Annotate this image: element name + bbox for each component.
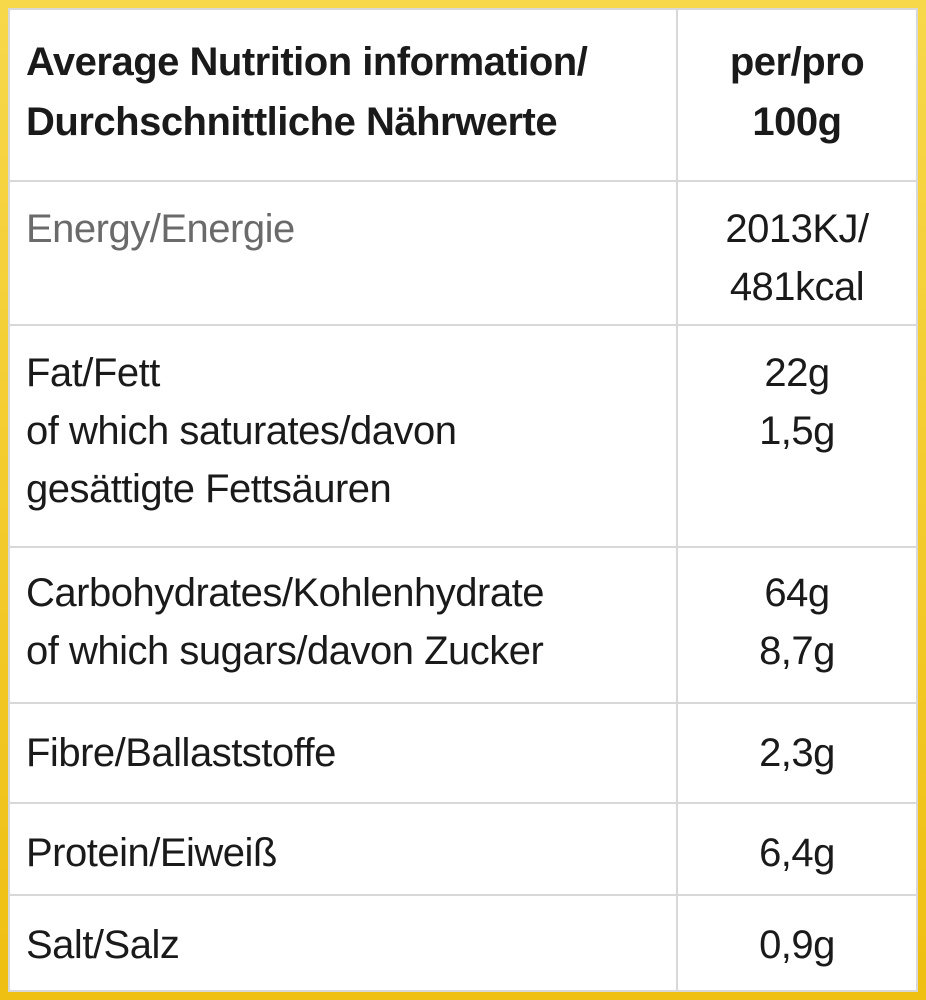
table-row-fibre: Fibre/Ballaststoffe 2,3g: [8, 702, 918, 804]
nutrient-sublabel: of which saturates/davon: [26, 409, 457, 453]
table-header-row: Average Nutrition information/ Durchschn…: [8, 8, 918, 182]
nutrient-value: 481kcal: [729, 265, 865, 309]
table-row-carbohydrates: Carbohydrates/Kohlenhydrate of which sug…: [8, 546, 918, 704]
nutrient-value: 64g: [764, 571, 830, 615]
nutrient-label: Carbohydrates/Kohlenhydrate: [26, 571, 544, 615]
nutrient-value-cell: 2013KJ/ 481kcal: [676, 180, 918, 326]
table-row-fat: Fat/Fett of which saturates/davon gesätt…: [8, 324, 918, 548]
nutrient-value: 6,4g: [759, 831, 835, 875]
nutrition-table-container: Average Nutrition information/ Durchschn…: [8, 8, 918, 992]
header-value-cell: per/pro 100g: [676, 8, 918, 182]
nutrient-value: 22g: [764, 351, 830, 395]
header-value-line: 100g: [752, 100, 842, 144]
table-row-salt: Salt/Salz 0,9g: [8, 894, 918, 992]
nutrient-label: Energy/Energie: [26, 207, 295, 251]
nutrient-label-cell: Energy/Energie: [8, 180, 678, 326]
nutrient-value-cell: 22g 1,5g: [676, 324, 918, 548]
nutrient-label-cell: Salt/Salz: [8, 894, 678, 992]
nutrient-label-cell: Fibre/Ballaststoffe: [8, 702, 678, 804]
nutrient-sublabel: gesättigte Fettsäuren: [26, 467, 392, 511]
nutrient-value: 0,9g: [759, 923, 835, 967]
nutrient-value: 1,5g: [759, 409, 835, 453]
nutrient-value-cell: 6,4g: [676, 802, 918, 896]
nutrient-sublabel: of which sugars/davon Zucker: [26, 629, 544, 673]
nutrient-value: 2013KJ/: [725, 207, 869, 251]
header-label-line: Average Nutrition information/: [26, 40, 588, 84]
nutrient-value-cell: 0,9g: [676, 894, 918, 992]
nutrient-value: 2,3g: [759, 731, 835, 775]
header-label-cell: Average Nutrition information/ Durchschn…: [8, 8, 678, 182]
nutrition-table: Average Nutrition information/ Durchschn…: [8, 8, 918, 992]
nutrient-label: Fat/Fett: [26, 351, 160, 395]
nutrient-value-cell: 2,3g: [676, 702, 918, 804]
nutrient-label: Protein/Eiweiß: [26, 831, 277, 875]
header-value-line: per/pro: [729, 40, 865, 84]
nutrient-label-cell: Fat/Fett of which saturates/davon gesätt…: [8, 324, 678, 548]
nutrient-label-cell: Protein/Eiweiß: [8, 802, 678, 896]
nutrient-label: Salt/Salz: [26, 923, 180, 967]
table-row-energy: Energy/Energie 2013KJ/ 481kcal: [8, 180, 918, 326]
nutrient-label: Fibre/Ballaststoffe: [26, 731, 336, 775]
nutrient-value: 8,7g: [759, 629, 835, 673]
table-row-protein: Protein/Eiweiß 6,4g: [8, 802, 918, 896]
nutrient-label-cell: Carbohydrates/Kohlenhydrate of which sug…: [8, 546, 678, 704]
header-label-line: Durchschnittliche Nährwerte: [26, 100, 558, 144]
nutrient-value-cell: 64g 8,7g: [676, 546, 918, 704]
